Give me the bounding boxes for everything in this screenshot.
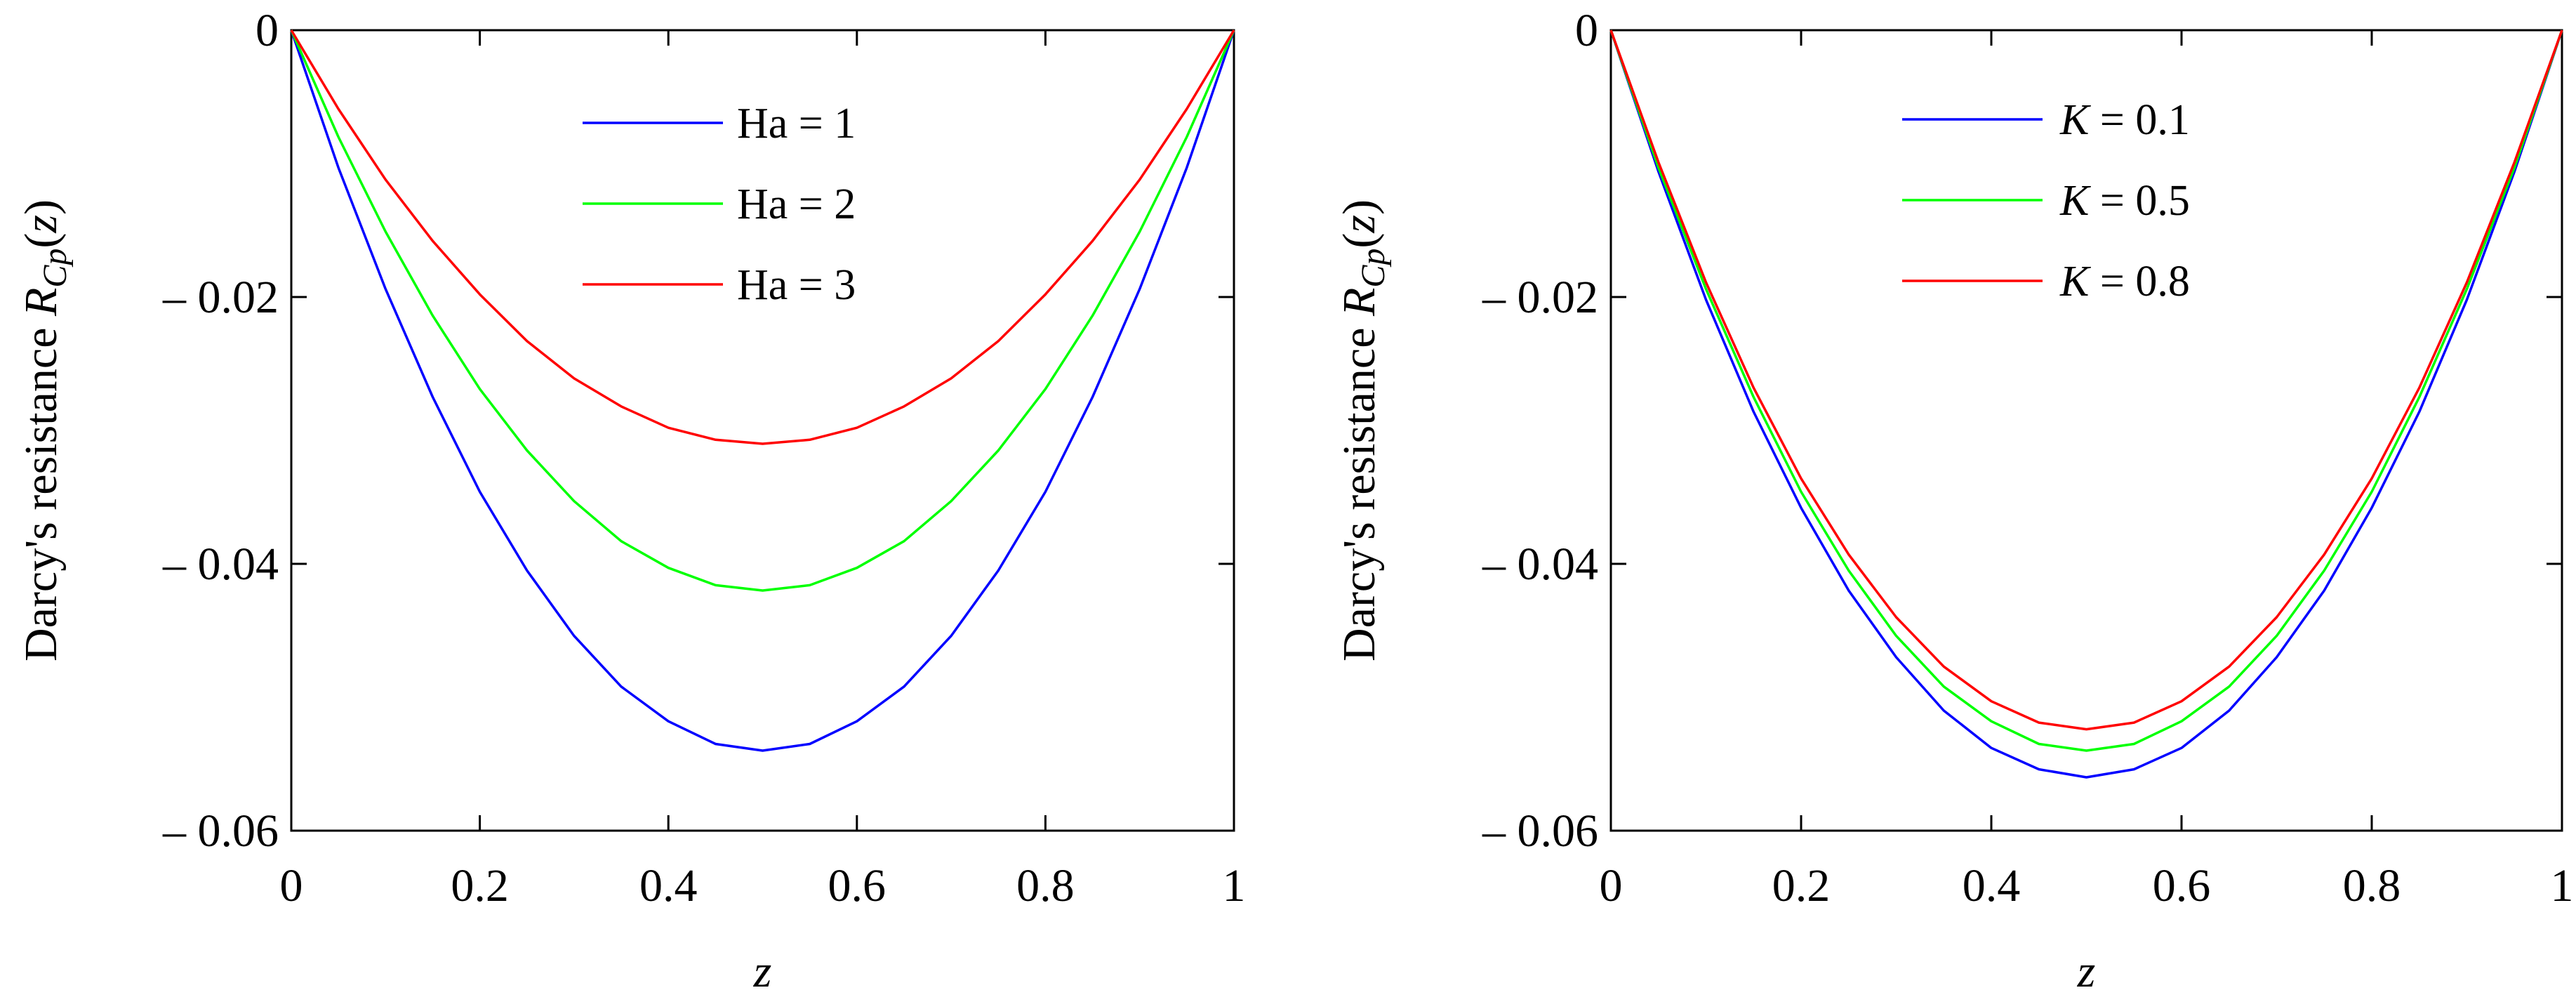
legend-entry: Ha = 2 xyxy=(737,180,856,228)
x-tick-label: 0 xyxy=(280,860,303,911)
series-line-1-1 xyxy=(290,29,1235,752)
plot-frame xyxy=(1609,29,2563,832)
x-axis-label: z xyxy=(2077,946,2096,997)
x-tick-label: 0.2 xyxy=(1772,860,1831,911)
y-tick-label: – 0.04 xyxy=(1482,539,1598,590)
y-tick-label: – 0.04 xyxy=(162,539,279,590)
series-line-2-1 xyxy=(1609,29,2563,779)
legend-entry: Ha = 1 xyxy=(737,100,856,147)
y-axis-label: Darcy's resistance RCp(z) xyxy=(15,199,74,661)
y-tick-label: – 0.06 xyxy=(1482,805,1598,857)
y-tick-label: 0 xyxy=(255,5,279,56)
y-tick-label: – 0.02 xyxy=(162,272,279,323)
y-axis-label: Darcy's resistance RCp(z) xyxy=(1334,199,1392,661)
series-line-2-2 xyxy=(1609,29,2563,752)
legend-entry: Ha = 3 xyxy=(737,261,856,309)
x-tick-label: 0.8 xyxy=(1016,860,1075,911)
series-line-2-3 xyxy=(1609,29,2563,731)
x-tick-label: 1 xyxy=(2551,860,2574,911)
y-tick-label: 0 xyxy=(1575,5,1598,56)
series-line-1-2 xyxy=(290,29,1235,592)
legend: Ha = 1 Ha = 2 Ha = 3 xyxy=(583,100,856,309)
plot-frame xyxy=(290,29,1235,832)
x-tick-label: 0.6 xyxy=(2153,860,2211,911)
x-tick-label: 1 xyxy=(1223,860,1246,911)
x-tick-label: 0 xyxy=(1600,860,1623,911)
x-tick-label: 0.2 xyxy=(451,860,509,911)
series-line-1-3 xyxy=(290,29,1235,445)
chart-1: 0 0.2 0.4 0.6 0.8 1 0 – 0.02 – 0.04 – 0.06 z Darcy'… xyxy=(15,5,1246,997)
chart-2: 0 0.2 0.4 0.6 0.8 1 0 – 0.02 – 0.04 – 0.06 z Darcy'… xyxy=(1334,5,2574,997)
legend-entry: K = 0.1 xyxy=(2059,96,2190,144)
x-tick-label: 0.4 xyxy=(639,860,698,911)
x-tick-label: 0.4 xyxy=(1963,860,2021,911)
legend-entry: K = 0.8 xyxy=(2059,258,2190,305)
x-tick-label: 0.6 xyxy=(828,860,887,911)
legend-entry: K = 0.5 xyxy=(2059,177,2190,225)
legend: K = 0.1 K = 0.5 K = 0.8 xyxy=(1902,96,2190,305)
x-axis-label: z xyxy=(753,946,772,997)
y-tick-label: – 0.02 xyxy=(1482,272,1598,323)
x-tick-label: 0.8 xyxy=(2343,860,2401,911)
y-tick-label: – 0.06 xyxy=(162,805,279,857)
